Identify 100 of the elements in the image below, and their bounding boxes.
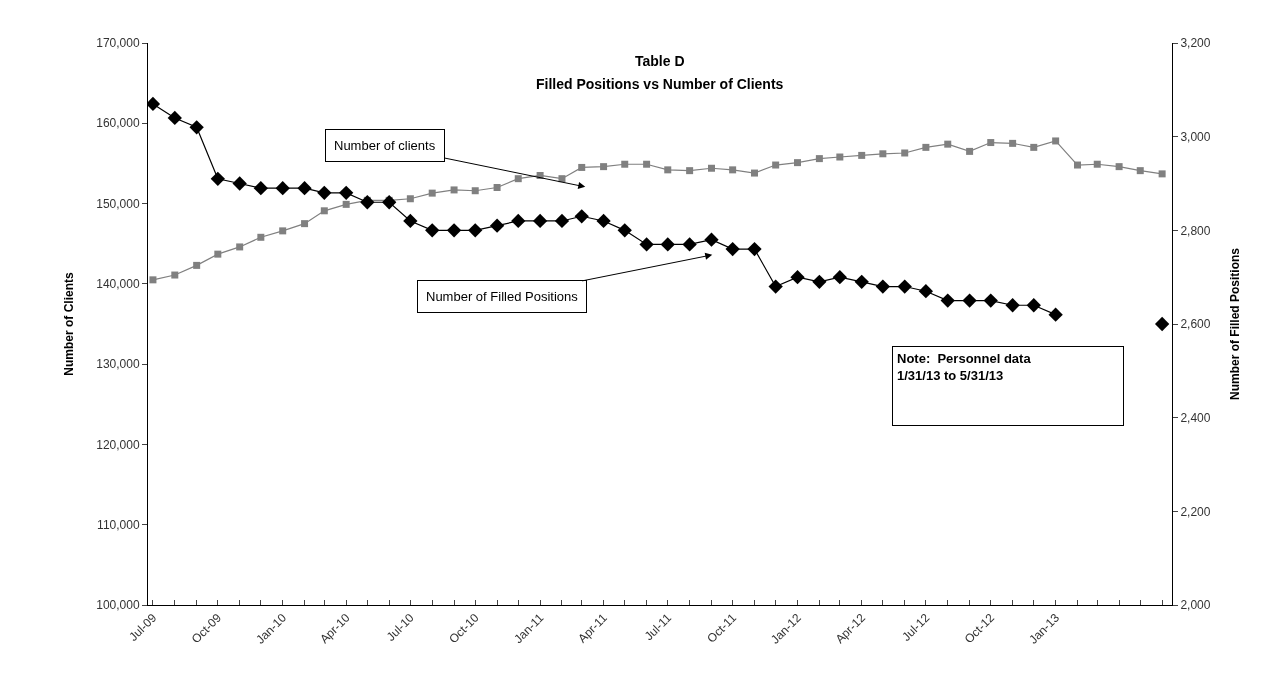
text: Number of clients bbox=[334, 138, 436, 153]
y-tick-label: 150,000 bbox=[96, 196, 140, 211]
point bbox=[922, 143, 930, 151]
point bbox=[940, 293, 955, 308]
point bbox=[836, 153, 844, 161]
point bbox=[854, 274, 869, 289]
point bbox=[257, 233, 265, 241]
y-tick-label: 100,000 bbox=[96, 598, 140, 613]
point bbox=[360, 195, 375, 210]
point bbox=[901, 149, 909, 157]
point bbox=[214, 250, 222, 258]
point bbox=[983, 293, 998, 308]
point bbox=[639, 237, 654, 252]
point bbox=[751, 169, 758, 177]
point bbox=[1154, 316, 1170, 332]
point bbox=[962, 293, 977, 308]
point bbox=[1136, 167, 1144, 175]
y-tick-label: 170,000 bbox=[96, 36, 140, 51]
point bbox=[858, 151, 866, 159]
y2-tick-label: 2,600 bbox=[1180, 317, 1211, 332]
point bbox=[171, 271, 179, 279]
point bbox=[832, 270, 847, 285]
point bbox=[511, 213, 526, 229]
point bbox=[446, 223, 462, 238]
point bbox=[966, 147, 974, 155]
point bbox=[1005, 298, 1020, 313]
y2-tick-label: 2,200 bbox=[1180, 504, 1211, 519]
point bbox=[148, 96, 161, 112]
point bbox=[232, 176, 247, 191]
point bbox=[790, 270, 805, 285]
annotation: Note: Personnel data 1/31/13 to 5/31/13 bbox=[897, 351, 1032, 383]
point bbox=[1009, 139, 1017, 147]
text: Filled Positions vs Number of Clients bbox=[536, 76, 784, 92]
point bbox=[707, 164, 715, 172]
point bbox=[772, 161, 780, 169]
point bbox=[875, 279, 890, 294]
point bbox=[729, 166, 737, 174]
point bbox=[450, 186, 458, 194]
point bbox=[596, 213, 611, 229]
point bbox=[468, 223, 483, 238]
point bbox=[987, 139, 995, 147]
y-tick-label: 110,000 bbox=[97, 517, 140, 532]
point bbox=[621, 160, 629, 168]
point bbox=[406, 195, 414, 203]
point bbox=[918, 284, 934, 299]
point bbox=[339, 185, 354, 201]
text: Table D bbox=[635, 53, 685, 69]
point bbox=[471, 187, 479, 195]
point bbox=[686, 167, 694, 175]
point bbox=[382, 195, 397, 210]
point bbox=[600, 163, 608, 171]
point bbox=[897, 279, 912, 294]
point bbox=[558, 175, 566, 183]
point bbox=[660, 237, 675, 252]
point bbox=[682, 237, 697, 252]
point bbox=[815, 155, 823, 163]
point bbox=[301, 220, 309, 228]
point bbox=[1052, 137, 1060, 145]
point bbox=[574, 209, 589, 224]
y2-tick-label: 3,200 bbox=[1180, 36, 1211, 51]
point bbox=[1093, 160, 1101, 168]
y-tick-label: 140,000 bbox=[96, 277, 140, 292]
point bbox=[704, 232, 719, 247]
point bbox=[320, 207, 328, 215]
point bbox=[1158, 170, 1166, 178]
point bbox=[489, 218, 505, 233]
point bbox=[149, 276, 157, 284]
point bbox=[275, 181, 290, 196]
point bbox=[812, 274, 827, 289]
y2-tick-label: 2,800 bbox=[1180, 223, 1211, 238]
point bbox=[664, 166, 672, 174]
point bbox=[210, 171, 225, 186]
point bbox=[167, 110, 182, 126]
point bbox=[578, 163, 586, 171]
y-tick-label: 160,000 bbox=[96, 116, 140, 131]
point bbox=[1026, 298, 1041, 313]
point bbox=[554, 213, 570, 229]
point bbox=[253, 181, 268, 196]
y2-tick-label: 3,000 bbox=[1180, 129, 1211, 144]
point bbox=[189, 120, 204, 135]
point bbox=[1030, 143, 1038, 151]
text: Number of Filled Positions bbox=[426, 289, 579, 304]
y2-axis-title: Number of Filled Positions bbox=[1227, 247, 1242, 401]
y-axis-title: Number of Clients bbox=[61, 272, 76, 376]
point bbox=[342, 200, 350, 208]
point bbox=[317, 185, 332, 201]
point bbox=[768, 279, 783, 294]
point bbox=[532, 213, 548, 229]
point bbox=[493, 184, 501, 192]
point bbox=[879, 150, 887, 158]
point bbox=[279, 227, 287, 235]
y2-tick-label: 2,400 bbox=[1180, 410, 1211, 425]
point bbox=[1074, 161, 1081, 169]
point bbox=[236, 243, 244, 251]
point bbox=[643, 160, 651, 168]
point bbox=[617, 223, 632, 238]
point bbox=[514, 175, 522, 183]
point bbox=[193, 261, 201, 269]
point bbox=[1115, 163, 1123, 171]
point bbox=[297, 181, 312, 196]
